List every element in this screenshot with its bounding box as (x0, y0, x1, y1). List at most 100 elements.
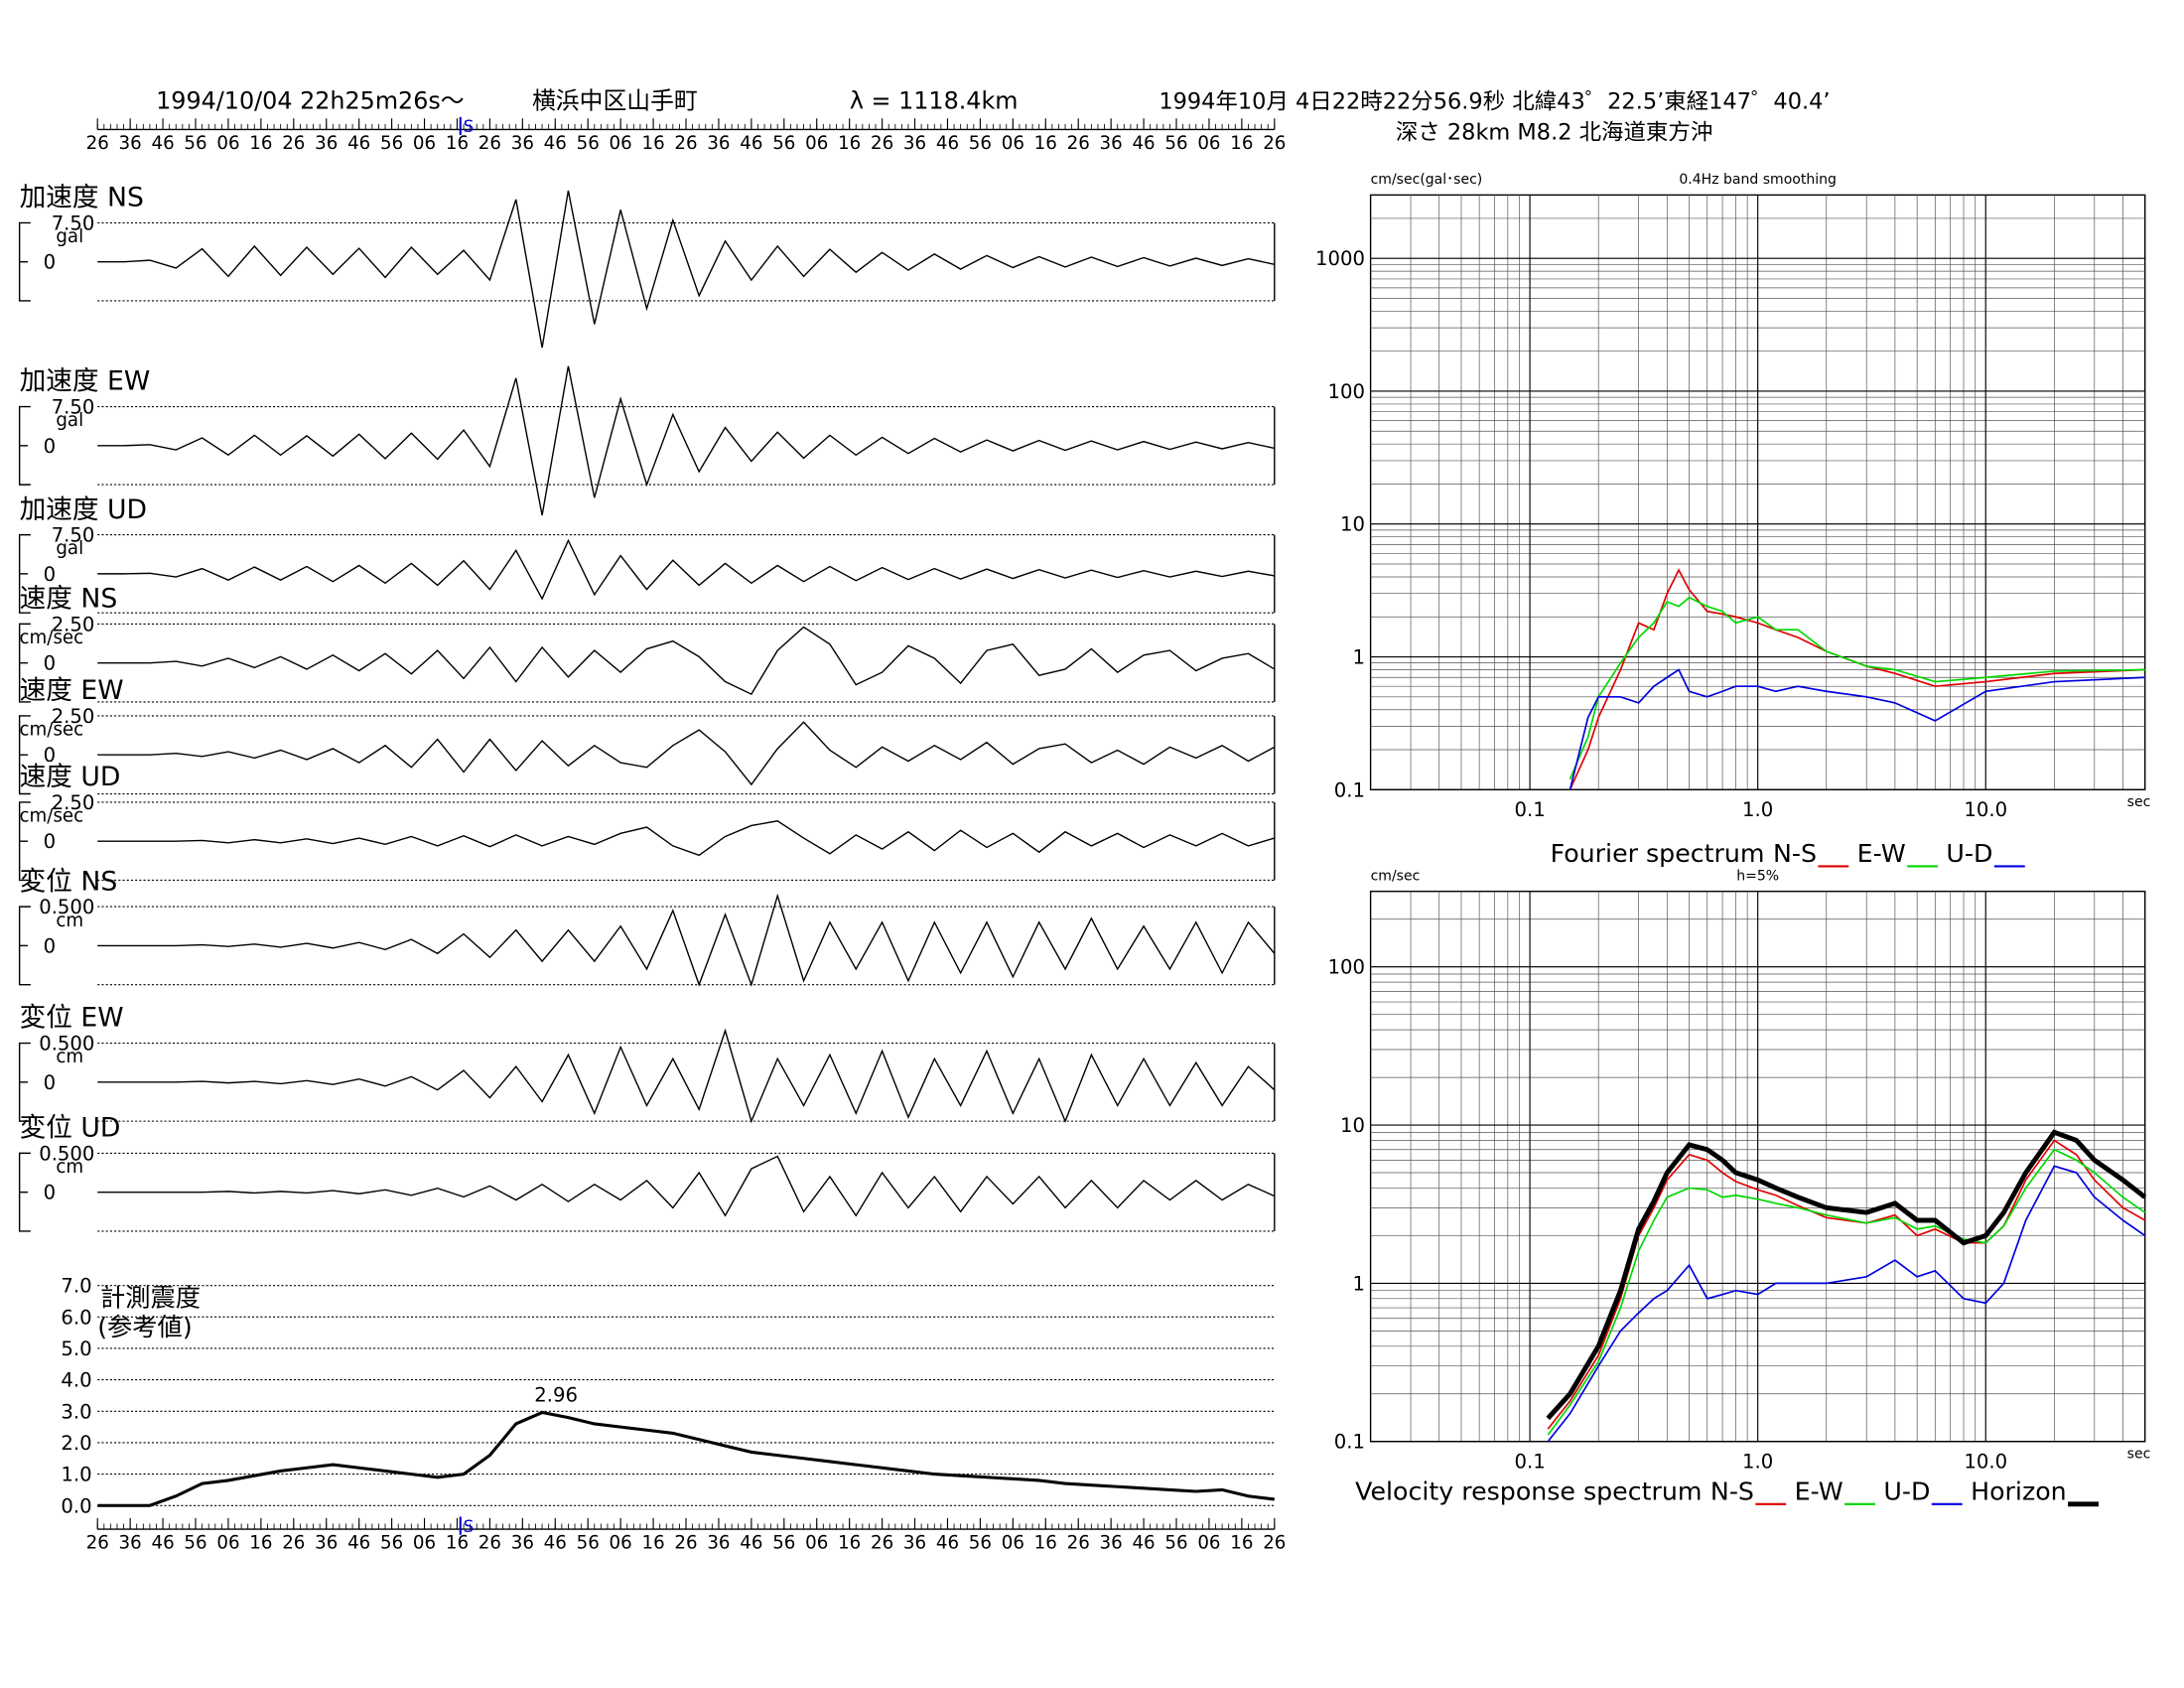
time-tick-label: 26 (1067, 1533, 1090, 1554)
y-tick-label: 4.0 (61, 1369, 91, 1392)
y-tick-label: 0 (44, 1182, 57, 1204)
time-tick-label: 06 (610, 1533, 632, 1554)
y-tick-label: 0.500 (39, 896, 94, 918)
time-tick-label: 46 (151, 133, 174, 154)
y-tick-label: 3.0 (61, 1400, 91, 1423)
chart-note: 0.4Hz band smoothing (1679, 172, 1837, 188)
header-source: 深さ 28km M8.2 北海道東方沖 (1396, 119, 1712, 145)
waveform-trace (97, 893, 1276, 987)
time-tick-label: 56 (772, 1533, 795, 1554)
time-tick-label: 26 (282, 133, 305, 154)
time-tick-label: 36 (119, 1533, 142, 1554)
time-tick-label: 26 (1263, 133, 1286, 154)
y-tick-label: 7.50 (52, 211, 95, 234)
legend-label: N-S (1773, 839, 1817, 868)
y-axis-label: cm/sec (1371, 868, 1421, 884)
time-tick-label: 36 (315, 133, 338, 154)
time-tick-label: 16 (446, 1533, 469, 1554)
time-tick-label: 06 (1197, 133, 1220, 154)
time-tick-label: 16 (641, 1533, 664, 1554)
spectrum-line (1547, 1165, 2146, 1443)
y-tick-label: 2.0 (61, 1432, 91, 1455)
time-tick-label: 26 (1067, 133, 1090, 154)
time-tick-label: 36 (903, 133, 926, 154)
waveform-trace (97, 626, 1276, 695)
time-tick-label: 16 (1034, 1533, 1057, 1554)
y-tick-label: 2.50 (52, 705, 95, 728)
y-tick-label: 7.50 (52, 524, 95, 547)
time-tick-label: 46 (740, 133, 762, 154)
time-tick-label: 16 (838, 1533, 861, 1554)
time-tick-label: 36 (1100, 1533, 1123, 1554)
time-tick-label: 26 (282, 1533, 305, 1554)
y-tick-label: 7.50 (52, 396, 95, 419)
unit-label: cm/sec (20, 628, 84, 648)
time-tick-label: 26 (86, 1533, 109, 1554)
y-tick-label: 1 (1352, 646, 1365, 669)
time-tick-label: 26 (86, 133, 109, 154)
y-tick-label: 0.1 (1334, 778, 1365, 801)
time-tick-label: 46 (1132, 133, 1155, 154)
time-tick-label: 36 (707, 133, 730, 154)
waveform-trace (97, 721, 1276, 786)
spectrum-line (1547, 1148, 2146, 1436)
spectrum-line (1569, 568, 2145, 790)
time-tick-label: 06 (413, 133, 436, 154)
panel-title: 速度 UD (20, 762, 121, 792)
unit-label: gal (56, 410, 83, 431)
y-tick-label: 6.0 (61, 1306, 91, 1329)
panel-title: 変位 UD (20, 1113, 121, 1144)
y-tick-label: 1000 (1315, 247, 1365, 270)
time-tick-label: 56 (184, 1533, 206, 1554)
time-tick-label: 16 (1230, 133, 1253, 154)
legend-label: E-W (1857, 839, 1906, 868)
x-tick-label: 0.1 (1514, 798, 1545, 821)
legend-label: N-S (1710, 1477, 1754, 1506)
y-tick-label: 5.0 (61, 1337, 91, 1360)
time-tick-label: 26 (674, 1533, 697, 1554)
y-tick-label: 0.0 (61, 1494, 91, 1517)
time-tick-label: 26 (871, 133, 893, 154)
s-marker-label: S (464, 116, 475, 136)
x-tick-label: 0.1 (1514, 1450, 1545, 1473)
panel-title: 変位 EW (20, 1003, 124, 1034)
x-tick-label: 1.0 (1742, 798, 1773, 821)
time-tick-label: 56 (380, 133, 403, 154)
panel-title: 加速度 EW (20, 366, 151, 397)
waveform-trace (97, 1155, 1276, 1217)
unit-label: gal (56, 538, 83, 559)
header-location: 横浜中区山手町 (532, 86, 698, 114)
time-tick-label: 16 (838, 133, 861, 154)
intensity-line (97, 1410, 1275, 1507)
time-tick-label: 06 (1197, 1533, 1220, 1554)
time-tick-label: 36 (903, 1533, 926, 1554)
time-tick-label: 26 (478, 133, 501, 154)
y-tick-label: 0 (44, 934, 57, 957)
y-tick-label: 10 (1340, 513, 1365, 536)
time-tick-label: 46 (151, 1533, 174, 1554)
time-tick-label: 56 (969, 133, 992, 154)
time-tick-label: 06 (805, 1533, 828, 1554)
time-tick-label: 56 (380, 1533, 403, 1554)
chart-note: h=5% (1736, 868, 1779, 884)
y-tick-label: 1 (1352, 1272, 1365, 1295)
y-tick-label: 2.50 (52, 791, 95, 814)
time-tick-label: 56 (772, 133, 795, 154)
time-tick-label: 46 (347, 133, 370, 154)
time-tick-label: 36 (511, 1533, 534, 1554)
time-tick-label: 56 (969, 1533, 992, 1554)
time-tick-label: 26 (478, 1533, 501, 1554)
y-tick-label: 0 (44, 830, 57, 853)
header-datetime: 1994/10/04 22h25m26s〜 (156, 86, 464, 114)
time-tick-label: 06 (1002, 1533, 1024, 1554)
time-tick-label: 56 (184, 133, 206, 154)
time-tick-label: 06 (216, 1533, 239, 1554)
y-tick-label: 0.500 (39, 1142, 94, 1165)
time-tick-label: 06 (1002, 133, 1024, 154)
time-tick-label: 46 (1132, 1533, 1155, 1554)
x-tick-label: 10.0 (1964, 798, 2007, 821)
time-tick-label: 16 (249, 133, 272, 154)
x-axis-label: sec (2127, 794, 2151, 810)
time-tick-label: 56 (577, 1533, 600, 1554)
